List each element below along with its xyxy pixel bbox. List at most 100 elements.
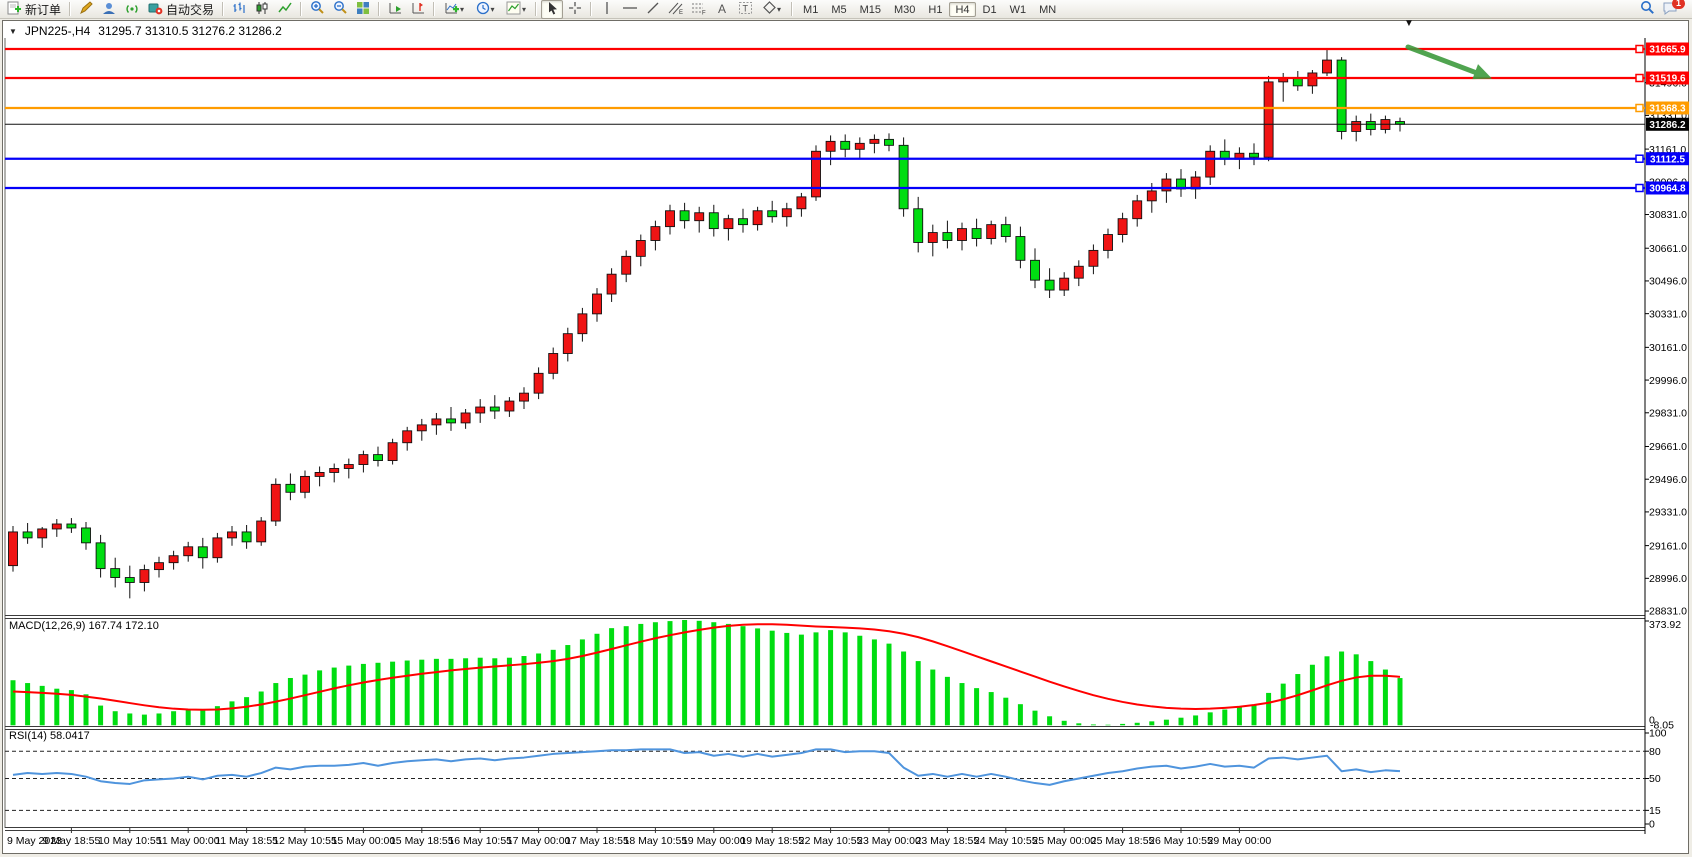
toolbar-separator: [791, 2, 794, 16]
svg-text:28831.0: 28831.0: [1649, 606, 1687, 618]
tile-windows-icon: [356, 1, 370, 18]
level-lines[interactable]: [5, 42, 1689, 195]
line-chart-icon: [278, 1, 292, 18]
notifications-button[interactable]: 1: [1659, 0, 1685, 19]
svg-text:30831.0: 30831.0: [1649, 209, 1687, 221]
timeframe-H4[interactable]: H4: [949, 1, 976, 17]
svg-text:15: 15: [1649, 805, 1661, 817]
svg-text:9 May 18:55: 9 May 18:55: [43, 835, 101, 847]
svg-text:12 May 10:55: 12 May 10:55: [273, 835, 337, 847]
macd-indicator-label: MACD(12,26,9) 167.74 172.10: [9, 620, 159, 632]
zoom-in-button[interactable]: [306, 0, 328, 19]
toolbar-separator: [378, 2, 381, 16]
svg-text:80: 80: [1649, 746, 1661, 758]
candle-chart-button[interactable]: [251, 0, 273, 19]
timeframe-group: M1 M5 M15 M30 H1 H4 D1 W1 MN: [797, 1, 1062, 17]
svg-text:0: 0: [1649, 715, 1655, 727]
autotrading-label: 自动交易: [166, 2, 215, 17]
toolbar-separator: [222, 2, 225, 16]
chart-menu-icon[interactable]: ▼: [9, 26, 17, 36]
line-chart-button[interactable]: [274, 0, 296, 19]
community-button[interactable]: [98, 0, 120, 19]
cursor-icon: [546, 1, 559, 18]
price-axis: [1645, 82, 1649, 612]
svg-text:15 May 18:55: 15 May 18:55: [390, 835, 454, 847]
svg-text:29661.0: 29661.0: [1649, 441, 1687, 453]
new-order-label: 新订单: [25, 2, 62, 17]
candle-chart-icon: [255, 1, 269, 18]
bar-chart-icon: [232, 1, 246, 18]
svg-text:50: 50: [1649, 773, 1661, 785]
chart-ohlc-values: 31295.7 31310.5 31276.2 31286.2: [98, 24, 282, 38]
svg-text:F: F: [702, 10, 706, 15]
time-axis: [70, 828, 1240, 833]
svg-text:30964.8: 30964.8: [1649, 184, 1686, 195]
price-chart[interactable]: 31496.031331.031161.030996.030831.030661…: [3, 38, 1689, 853]
tile-windows-button[interactable]: [352, 0, 374, 19]
periods-button[interactable]: ▾: [470, 0, 500, 19]
toolbar-separator: [433, 2, 436, 16]
svg-text:31368.3: 31368.3: [1649, 104, 1686, 115]
svg-text:26 May 10:55: 26 May 10:55: [1149, 835, 1213, 847]
bar-chart-button[interactable]: [228, 0, 250, 19]
text-button[interactable]: A: [711, 0, 733, 19]
vertical-line-icon: [600, 1, 614, 18]
fibonacci-button[interactable]: F: [688, 0, 710, 19]
crosshair-button[interactable]: [564, 0, 586, 19]
cursor-button[interactable]: [541, 0, 564, 19]
timeframe-M30[interactable]: M30: [888, 2, 921, 17]
chevron-down-icon: ▾: [460, 4, 465, 14]
templates-button[interactable]: ▾: [501, 0, 531, 19]
zoom-out-button[interactable]: [329, 0, 351, 19]
svg-text:31665.9: 31665.9: [1649, 45, 1686, 56]
new-order-button[interactable]: 新订单: [3, 0, 65, 19]
timeframe-M15[interactable]: M15: [854, 2, 887, 17]
svg-text:29996.0: 29996.0: [1649, 375, 1687, 387]
signals-icon: [125, 1, 139, 18]
autoscroll-button[interactable]: [384, 0, 406, 19]
text-icon: A: [718, 2, 727, 16]
timeframe-M5[interactable]: M5: [825, 2, 852, 17]
svg-text:29161.0: 29161.0: [1649, 540, 1687, 552]
metaeditor-button[interactable]: [75, 0, 97, 19]
chart-title-bar: ▼ JPN225-,H4 31295.7 31310.5 31276.2 312…: [9, 24, 282, 38]
rsi-line: [12, 748, 1401, 786]
timeframe-W1[interactable]: W1: [1004, 2, 1033, 17]
autotrading-icon: [148, 1, 163, 18]
search-icon: [1640, 0, 1655, 18]
timeframe-H1[interactable]: H1: [922, 2, 948, 17]
svg-text:19 May 18:55: 19 May 18:55: [740, 835, 804, 847]
svg-text:-8.05: -8.05: [1650, 720, 1674, 732]
app-toolbar: 新订单 自动交易 ▾ ▾: [0, 0, 1692, 19]
text-label-button[interactable]: T: [734, 0, 756, 19]
svg-text:10 May 10:55: 10 May 10:55: [98, 835, 162, 847]
shapes-button[interactable]: ▾: [757, 0, 787, 19]
horizontal-line-button[interactable]: [619, 0, 641, 19]
timeframe-M1[interactable]: M1: [797, 2, 824, 17]
rsi-indicator-label: RSI(14) 58.0417: [9, 730, 90, 742]
trend-arrow-annotation[interactable]: [1405, 44, 1492, 80]
search-button[interactable]: [1636, 0, 1658, 19]
timeframe-MN[interactable]: MN: [1033, 2, 1062, 17]
channel-button[interactable]: E: [665, 0, 687, 19]
timeframe-D1[interactable]: D1: [977, 2, 1003, 17]
crosshair-icon: [568, 1, 582, 18]
svg-text:17 May 00:00: 17 May 00:00: [507, 835, 571, 847]
indicators-button[interactable]: ▾: [439, 0, 469, 19]
svg-text:29831.0: 29831.0: [1649, 407, 1687, 419]
autotrading-button[interactable]: 自动交易: [144, 0, 218, 19]
new-order-icon: [7, 1, 22, 18]
signals-button[interactable]: [121, 0, 143, 19]
svg-text:29331.0: 29331.0: [1649, 507, 1687, 519]
trendline-button[interactable]: [642, 0, 664, 19]
svg-text:19 May 00:00: 19 May 00:00: [682, 835, 746, 847]
svg-text:30331.0: 30331.0: [1649, 308, 1687, 320]
chart-shift-button[interactable]: [407, 0, 429, 19]
svg-text:31286.2: 31286.2: [1649, 120, 1686, 131]
candles-layer: [8, 48, 1405, 599]
svg-text:22 May 10:55: 22 May 10:55: [799, 835, 863, 847]
vertical-line-button[interactable]: [596, 0, 618, 19]
svg-text:16 May 10:55: 16 May 10:55: [448, 835, 512, 847]
svg-text:373.92: 373.92: [1649, 619, 1681, 631]
svg-text:23 May 18:55: 23 May 18:55: [916, 835, 980, 847]
